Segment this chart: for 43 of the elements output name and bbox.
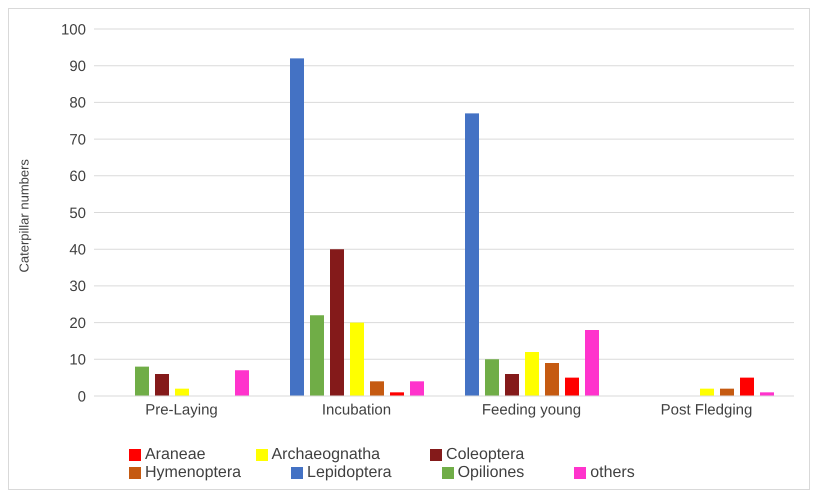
bar (330, 249, 344, 396)
legend-label: Opiliones (458, 464, 524, 481)
bar (155, 374, 169, 396)
bar (350, 322, 364, 396)
legend-label: Hymenoptera (145, 464, 242, 481)
legend-label: Araneae (145, 446, 206, 463)
bar (740, 378, 754, 396)
legend-label: Archaeognatha (272, 446, 380, 463)
y-axis-title: Caterpillar numbers (16, 158, 32, 272)
y-tick-label: 20 (69, 314, 86, 332)
bar (465, 113, 479, 396)
bar (135, 366, 149, 396)
bar (525, 352, 539, 396)
bar (720, 388, 734, 396)
bar (175, 388, 189, 396)
legend-label: others (590, 464, 635, 481)
x-tick-label: Post Fledging (660, 402, 752, 419)
bar (485, 359, 499, 396)
x-tick-label: Feeding young (482, 402, 582, 419)
x-tick-label: Incubation (322, 402, 392, 419)
legend-label: Lepidoptera (307, 464, 392, 481)
bar (370, 381, 384, 396)
bar (585, 330, 599, 396)
y-tick-label: 80 (69, 94, 86, 112)
bar (235, 370, 249, 396)
y-tick-label: 50 (69, 204, 86, 222)
y-tick-label: 10 (69, 352, 86, 369)
x-tick-label: Pre-Laying (145, 402, 218, 419)
y-tick-label: 30 (69, 278, 86, 296)
bar (700, 388, 714, 396)
bar (505, 374, 519, 396)
legend-label: Coleoptera (446, 446, 524, 463)
y-tick-label: 60 (69, 168, 86, 186)
y-tick-label: 70 (69, 131, 86, 148)
bar (310, 315, 324, 396)
bar (290, 58, 304, 396)
bar (545, 362, 559, 396)
y-tick-label: 40 (69, 242, 86, 259)
bar (410, 381, 424, 396)
y-tick-label: 90 (69, 58, 86, 76)
bar (565, 378, 579, 396)
y-tick-label: 0 (78, 388, 86, 406)
y-tick-label: 100 (60, 21, 86, 38)
